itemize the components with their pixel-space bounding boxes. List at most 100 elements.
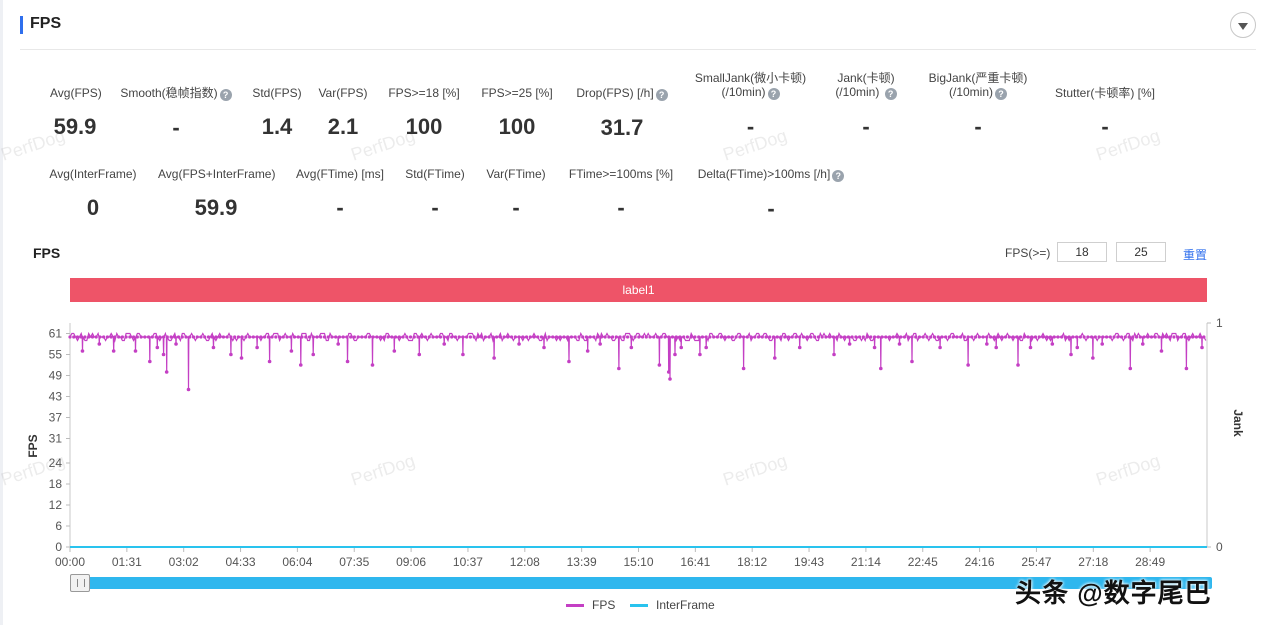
fps-point bbox=[887, 335, 892, 339]
fps-point bbox=[832, 352, 836, 357]
fps-point bbox=[614, 335, 618, 339]
stat-value: - bbox=[431, 195, 439, 220]
fps-point bbox=[768, 335, 772, 339]
threshold-high-input[interactable] bbox=[1116, 242, 1166, 262]
threshold-low-input[interactable] bbox=[1057, 242, 1107, 262]
stat-label: Std(FTime) bbox=[405, 167, 465, 181]
stat-value: - bbox=[172, 115, 180, 140]
fps-point bbox=[330, 335, 334, 339]
stat-value: - bbox=[767, 196, 775, 221]
fps-point bbox=[554, 335, 559, 339]
fps-point bbox=[239, 356, 244, 360]
fps-point bbox=[393, 335, 398, 339]
fps-point bbox=[727, 335, 731, 339]
fps-point bbox=[622, 335, 626, 339]
stat-avg-fps-interframe: Avg(FPS+InterFrame) 59.9 bbox=[158, 167, 276, 221]
fps-point bbox=[412, 335, 416, 339]
help-icon[interactable]: ? bbox=[884, 88, 897, 100]
y-tick-label: 55 bbox=[49, 348, 63, 362]
fps-point bbox=[300, 335, 304, 339]
fps-point bbox=[854, 335, 858, 339]
fps-point bbox=[364, 335, 368, 339]
legend-item-fps[interactable]: FPS bbox=[566, 598, 615, 612]
fps-point bbox=[435, 335, 439, 339]
fps-point bbox=[1093, 335, 1097, 339]
fps-point bbox=[155, 345, 160, 350]
fps-point bbox=[341, 335, 345, 339]
fps-point bbox=[356, 335, 360, 339]
fps-point bbox=[206, 335, 211, 339]
help-icon[interactable]: ? bbox=[995, 88, 1007, 100]
fps-point bbox=[517, 335, 521, 339]
fps-point bbox=[682, 335, 686, 339]
fps-point bbox=[670, 335, 675, 339]
fps-point bbox=[938, 345, 942, 350]
fps-point bbox=[1022, 335, 1026, 339]
fps-point bbox=[592, 335, 596, 339]
fps-point bbox=[637, 335, 641, 339]
fps-point bbox=[756, 335, 761, 339]
y-tick-label: 49 bbox=[49, 369, 63, 383]
fps-point bbox=[992, 335, 996, 339]
stat-avg-interframe: Avg(InterFrame) 0 bbox=[48, 167, 138, 221]
help-icon[interactable]: ? bbox=[832, 170, 845, 182]
fps-point bbox=[1086, 335, 1090, 339]
y-tick-label: 18 bbox=[49, 477, 63, 491]
y2-tick-label: 1 bbox=[1216, 316, 1223, 330]
slider-handle[interactable] bbox=[70, 574, 90, 592]
legend-item-interframe[interactable]: InterFrame bbox=[630, 598, 715, 612]
fps-point bbox=[772, 356, 777, 360]
fps-point bbox=[659, 335, 663, 339]
fps-point bbox=[120, 335, 124, 339]
stat-var-ftime: Var(FTime) - bbox=[485, 167, 547, 221]
fps-point bbox=[453, 335, 458, 339]
fps-chart[interactable]: 0 6 12 18 24 31 37 43 49 55 61 0 1 FPS Jank 00:00 01:31 0… bbox=[0, 300, 1269, 580]
fps-point bbox=[148, 359, 152, 364]
fps-point bbox=[771, 335, 776, 339]
fps-point bbox=[846, 335, 850, 339]
fps-point bbox=[97, 342, 102, 346]
fps-point bbox=[315, 335, 319, 339]
fps-point bbox=[1116, 335, 1120, 339]
stat-delta-ftime: Delta(FTime)>100ms [/h]? - bbox=[696, 167, 846, 222]
segment-label-bar[interactable]: label1 bbox=[70, 278, 1207, 302]
fps-point bbox=[161, 352, 166, 357]
fps-point bbox=[745, 335, 749, 339]
fps-point bbox=[468, 335, 473, 339]
fps-point bbox=[629, 335, 633, 339]
fps-point bbox=[203, 335, 207, 339]
fps-point bbox=[543, 335, 547, 339]
stat-avg-ftime: Avg(FTime) [ms] - bbox=[295, 167, 385, 221]
fps-point bbox=[375, 335, 379, 339]
fps-point bbox=[813, 335, 817, 339]
fps-point bbox=[1063, 335, 1068, 339]
help-icon[interactable]: ? bbox=[219, 89, 232, 101]
stat-label-unit: (/10min) bbox=[835, 85, 880, 99]
time-range-slider[interactable] bbox=[72, 577, 1212, 589]
stat-label: Smooth(稳帧指数) bbox=[120, 86, 218, 100]
x-tick-label: 19:43 bbox=[794, 555, 824, 569]
fps-point bbox=[897, 342, 902, 346]
fps-point bbox=[337, 335, 342, 339]
fps-point bbox=[618, 335, 622, 339]
help-icon[interactable]: ? bbox=[767, 88, 780, 100]
reset-link[interactable]: 重置 bbox=[1183, 248, 1208, 262]
fps-point bbox=[809, 335, 813, 339]
collapse-button[interactable] bbox=[1230, 12, 1256, 38]
stat-value: - bbox=[974, 114, 982, 139]
fps-point bbox=[936, 335, 940, 339]
stat-stutter: Stutter(卡顿率) [%] - bbox=[1050, 86, 1160, 140]
fps-point bbox=[981, 335, 985, 339]
stat-label: Stutter(卡顿率) [%] bbox=[1054, 86, 1155, 100]
fps-point bbox=[655, 335, 660, 339]
stat-label: Var(FTime) bbox=[486, 167, 546, 181]
fps-point bbox=[259, 335, 263, 339]
stat-label: Avg(FPS+InterFrame) bbox=[158, 167, 276, 181]
help-icon[interactable]: ? bbox=[655, 89, 668, 101]
fps-point bbox=[667, 335, 671, 339]
stat-value: 59.9 bbox=[194, 195, 238, 220]
stat-ftime-ge-100ms: FTime>=100ms [%] - bbox=[566, 167, 676, 221]
stat-value: - bbox=[512, 195, 520, 220]
fps-point bbox=[899, 335, 903, 339]
fps-point bbox=[68, 335, 72, 339]
